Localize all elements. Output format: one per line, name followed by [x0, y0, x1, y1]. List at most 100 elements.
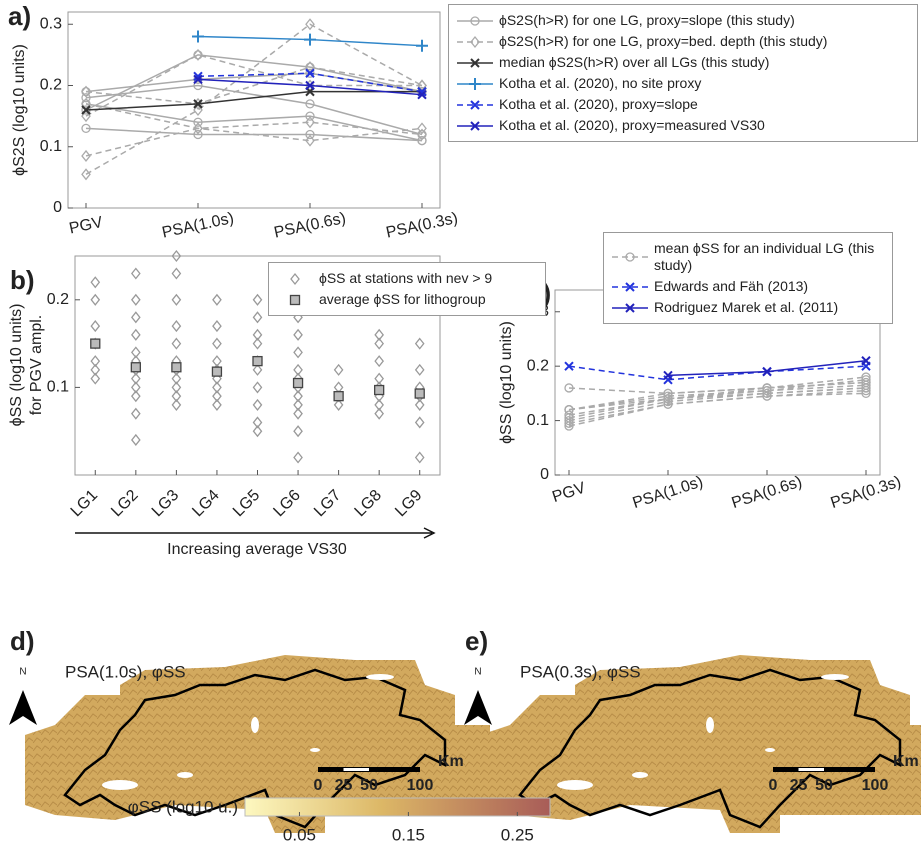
x-tick-label: PGV — [550, 479, 588, 506]
x-tick-label: PSA(0.3s) — [829, 473, 904, 512]
x-axis-label: Increasing average VS30 — [167, 541, 347, 558]
y-tick-label: 0.2 — [47, 291, 69, 308]
marker — [254, 382, 262, 392]
scale-bar-segment — [344, 768, 370, 771]
map-title: PSA(1.0s), φSS — [65, 662, 186, 681]
panel-label: b) — [10, 265, 35, 295]
legend-swatch — [455, 77, 495, 91]
x-axis-arrow — [75, 528, 434, 538]
marker — [172, 339, 180, 349]
marker — [192, 31, 204, 43]
colorbar — [245, 798, 550, 816]
y-tick-label: 0 — [53, 199, 62, 216]
marker — [91, 339, 100, 348]
y-axis-label: ϕSS (log10 units) — [498, 321, 515, 444]
marker — [294, 330, 302, 340]
legend-label: ϕS2S(h>R) for one LG, proxy=bed. depth (… — [499, 33, 827, 50]
marker — [172, 295, 180, 305]
page: {"chart_data": [ {"type": "line", "label… — [0, 0, 921, 860]
legend-entry: Rodriguez Marek et al. (2011) — [610, 299, 886, 316]
x-tick-label: PSA(1.0s) — [161, 210, 236, 242]
y-tick-label: 0 — [540, 466, 549, 483]
scale-unit: Km — [438, 753, 464, 770]
lake — [765, 748, 775, 752]
marker — [469, 78, 481, 90]
marker — [254, 400, 262, 410]
scale-tick-label: 25 — [790, 777, 808, 794]
y-tick-label: 0.2 — [527, 357, 549, 374]
colorbar-tick-label: 0.05 — [283, 825, 316, 844]
marker — [375, 386, 384, 395]
lake — [366, 674, 394, 680]
x-tick-label: LG9 — [392, 487, 425, 520]
legend-swatch — [610, 301, 650, 315]
lake — [632, 772, 648, 778]
legend-label: Kotha et al. (2020), proxy=slope — [499, 96, 698, 113]
legend-entry: ϕSS at stations with nev > 9 — [275, 270, 539, 287]
scale-tick-label: 0 — [314, 777, 323, 794]
legend-label: Edwards and Fäh (2013) — [654, 278, 808, 295]
x-tick-label: PSA(1.0s) — [631, 473, 706, 512]
series-line — [198, 73, 422, 91]
marker — [253, 357, 262, 366]
legend-label: average ϕSS for lithogroup — [319, 291, 486, 308]
scale-tick-label: 25 — [335, 777, 353, 794]
legend-swatch — [455, 14, 495, 28]
marker — [172, 363, 181, 372]
marker — [416, 417, 424, 427]
legend-entry: Kotha et al. (2020), proxy=measured VS30 — [455, 117, 911, 134]
scale-tick-label: 50 — [815, 777, 833, 794]
marker — [416, 452, 424, 462]
colorbar-tick-label: 0.15 — [392, 825, 425, 844]
marker — [415, 389, 424, 398]
x-tick-label: LG2 — [108, 487, 141, 520]
marker — [91, 295, 99, 305]
lake — [706, 717, 714, 733]
scale-bar-segment — [799, 768, 825, 771]
legend-label: Kotha et al. (2020), proxy=measured VS30 — [499, 117, 765, 134]
legend-swatch — [610, 280, 650, 294]
y-tick-label: 0.1 — [40, 138, 62, 155]
legend-entry: Kotha et al. (2020), proxy=slope — [455, 96, 911, 113]
x-tick-label: LG4 — [189, 487, 222, 520]
legend-entry: Edwards and Fäh (2013) — [610, 278, 886, 295]
legend-swatch — [610, 250, 650, 264]
x-tick-label: LG5 — [230, 487, 263, 520]
legend-label: Rodriguez Marek et al. (2011) — [654, 299, 838, 316]
legend-swatch — [455, 56, 495, 70]
y-tick-label: 0.1 — [527, 412, 549, 429]
legend-label: Kotha et al. (2020), no site proxy — [499, 75, 701, 92]
marker — [291, 295, 300, 304]
lake — [102, 780, 138, 790]
y-tick-label: 0.2 — [40, 77, 62, 94]
marker — [213, 339, 221, 349]
legend-label: mean ϕSS for an individual LG (this stud… — [654, 240, 886, 274]
lake — [557, 780, 593, 790]
marker — [294, 452, 302, 462]
x-tick-label: PSA(0.3s) — [385, 210, 460, 242]
north-label: N — [19, 667, 26, 678]
y-axis-label: ϕSS (log10 units) — [8, 304, 25, 427]
legend-entry: average ϕSS for lithogroup — [275, 291, 539, 308]
legend-entry: mean ϕSS for an individual LG (this stud… — [610, 240, 886, 274]
marker — [335, 365, 343, 375]
legend-swatch — [455, 119, 495, 133]
lake — [821, 674, 849, 680]
marker — [304, 34, 316, 46]
series-line — [668, 361, 866, 376]
colorbar-tick-label: 0.25 — [501, 825, 534, 844]
legend: ϕSS at stations with nev > 9 average ϕSS … — [268, 262, 546, 316]
y-tick-label: 0.1 — [47, 379, 69, 396]
x-tick-label: LG8 — [352, 487, 385, 520]
marker — [172, 321, 180, 331]
legend-entry: ϕS2S(h>R) for one LG, proxy=bed. depth (… — [455, 33, 911, 50]
marker — [213, 295, 221, 305]
marker — [213, 321, 221, 331]
legend-label: median ϕS2S(h>R) over all LGs (this stud… — [499, 54, 769, 71]
panel-label: a) — [8, 1, 31, 31]
panel-label: d) — [10, 626, 35, 656]
x-tick-label: PSA(0.6s) — [730, 473, 805, 512]
map-title: PSA(0.3s), φSS — [520, 662, 641, 681]
lake — [310, 748, 320, 752]
marker — [132, 295, 140, 305]
